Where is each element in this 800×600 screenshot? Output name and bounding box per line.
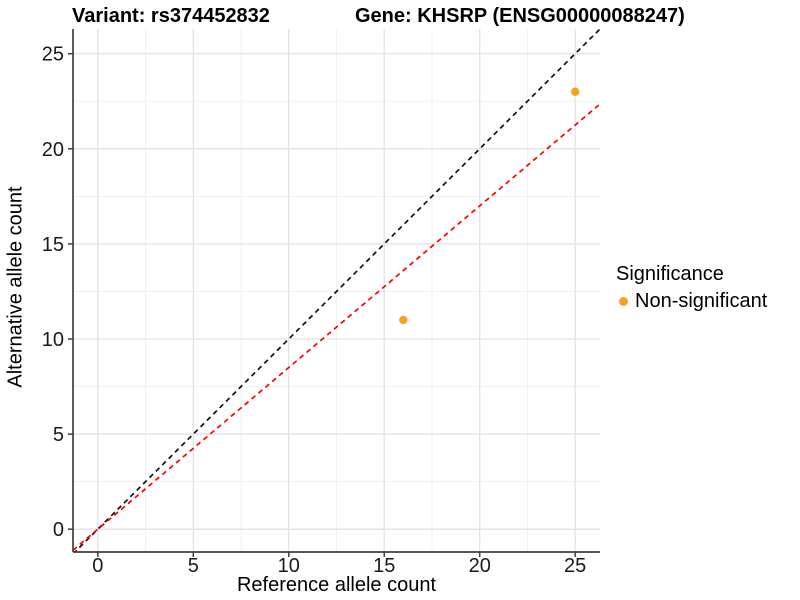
legend-item-non-significant: Non-significant (616, 290, 767, 313)
y-tick-label: 20 (42, 139, 64, 161)
x-tick-label: 10 (278, 555, 300, 577)
legend-title: Significance (616, 263, 724, 285)
y-tick-label: 15 (42, 234, 64, 256)
y-axis-title: Alternative allele count (4, 186, 27, 388)
variant-title: Variant: rs374452832 (72, 5, 270, 27)
legend: Significance Non-significant (616, 263, 767, 313)
x-tick-label: 0 (92, 555, 103, 577)
allelic-ratio-line (73, 103, 600, 551)
y-tick-label: 25 (42, 44, 64, 66)
x-tick-label: 20 (469, 555, 491, 577)
legend-point-icon (619, 297, 628, 306)
data-point (399, 315, 408, 325)
x-tick-label: 25 (564, 555, 586, 577)
x-tick-label: 5 (188, 555, 199, 577)
gene-title: Gene: KHSRP (ENSG00000088247) (355, 5, 685, 27)
x-tick-label: 15 (373, 555, 395, 577)
y-tick-label: 5 (53, 424, 64, 446)
x-axis-title: Reference allele count (236, 574, 436, 596)
data-point (570, 87, 580, 96)
legend-item-label: Non-significant (635, 290, 768, 312)
y-tick-label: 10 (42, 329, 64, 351)
y-tick-label: 0 (53, 519, 64, 541)
identity-line (73, 29, 600, 552)
